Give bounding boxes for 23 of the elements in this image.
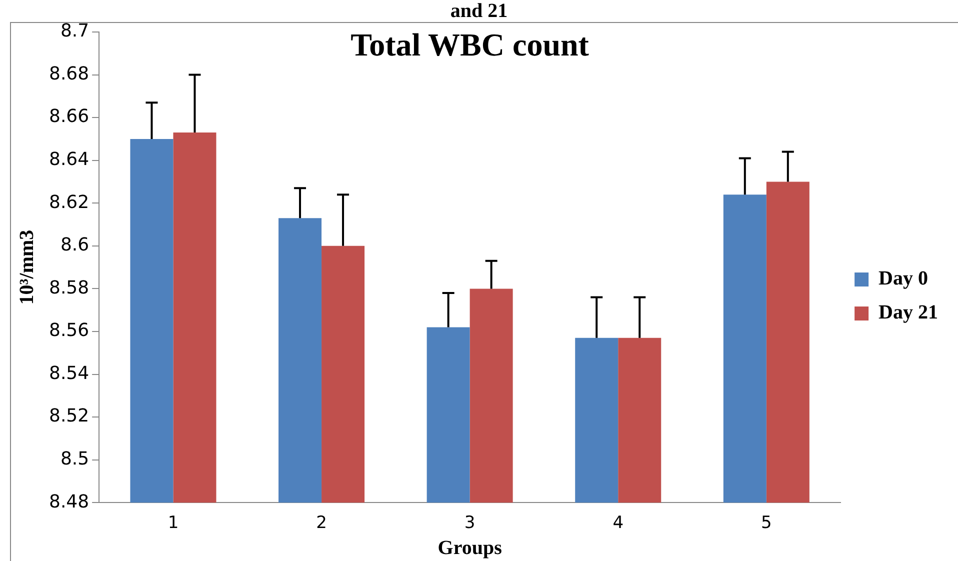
x-tick-label: 4	[612, 513, 624, 534]
y-tick-label: 8.52	[49, 406, 90, 427]
y-tick-label: 8.66	[49, 106, 90, 128]
y-tick-label: 8.48	[49, 491, 90, 512]
text: and 21	[450, 0, 508, 22]
y-tick-label: 8.7	[60, 20, 90, 42]
y-tick-label: 8.5	[60, 448, 90, 470]
y-tick-label: 8.68	[49, 63, 90, 84]
chart-title: Total WBC count	[350, 26, 590, 62]
legend-label: Day 21	[878, 302, 938, 324]
x-tick-label: 2	[316, 513, 327, 534]
y-tick-label: 8.64	[49, 149, 90, 170]
y-axis-title: 10³/mm3	[16, 230, 38, 305]
x-tick-label: 5	[760, 513, 772, 534]
legend-label: Day 0	[878, 268, 928, 290]
y-tick-label: 8.62	[49, 192, 90, 213]
x-tick-label: 1	[168, 513, 179, 534]
x-tick-label: 3	[464, 513, 476, 534]
y-tick-label: 8.54	[49, 362, 90, 384]
y-tick-label: 8.56	[49, 320, 90, 342]
x-axis-title: Groups	[438, 537, 502, 560]
y-tick-label: 8.6	[60, 234, 90, 256]
y-tick-label: 8.58	[49, 277, 90, 298]
